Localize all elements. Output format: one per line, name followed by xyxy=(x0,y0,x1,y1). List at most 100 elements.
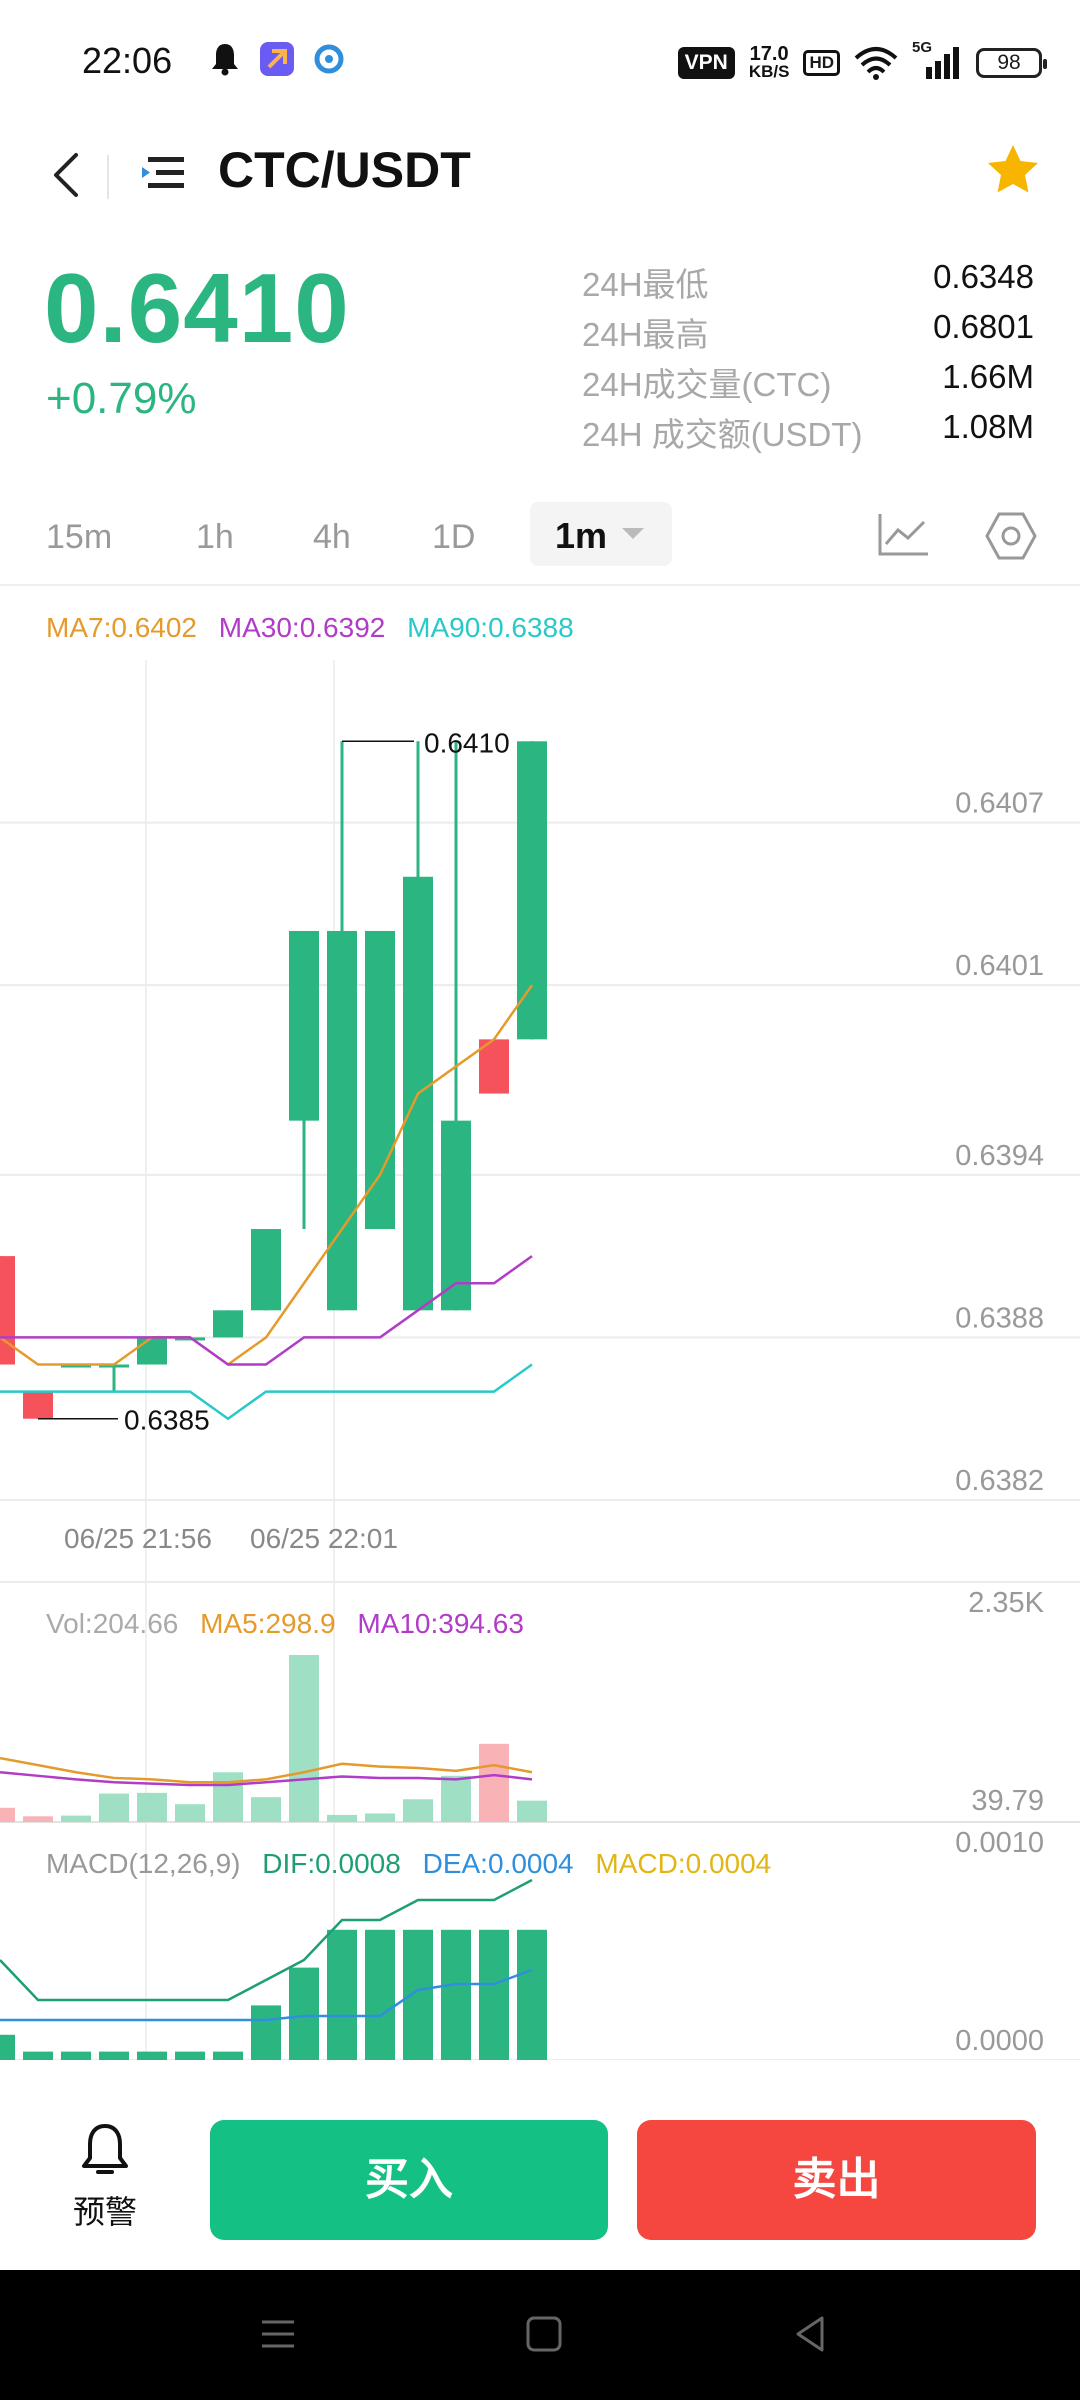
status-right-group: VPN 17.0 KB/S HD 5G 98 xyxy=(677,38,1047,88)
timeframe-tabs: 15m 1h 4h 1D 1m xyxy=(0,500,1080,590)
menu-nav-icon[interactable] xyxy=(258,2314,298,2354)
macd-histogram-bar xyxy=(441,1929,471,2060)
ma7-line xyxy=(0,984,534,1367)
wifi-icon xyxy=(854,47,898,80)
macd-histogram-bar xyxy=(61,2051,91,2060)
macd-histogram-bar xyxy=(327,1929,357,2060)
volume-bar xyxy=(61,1815,91,1822)
stat-24h-turnover: 24H 成交额(USDT) 1.08M xyxy=(582,408,1034,458)
high-price-label: 0.6410 xyxy=(424,727,510,758)
volume-bar xyxy=(175,1804,205,1822)
volume-bar xyxy=(251,1797,281,1822)
candle-body xyxy=(365,930,395,1230)
macd-histogram-bar xyxy=(213,2051,243,2060)
candle-body xyxy=(441,1120,471,1311)
back-arrow-icon[interactable] xyxy=(40,145,100,205)
volume-bar xyxy=(327,1814,357,1822)
favorite-star-icon[interactable] xyxy=(984,141,1042,199)
ma30-line xyxy=(0,1255,533,1366)
volume-bar xyxy=(0,1807,15,1822)
stat-24h-low: 24H最低 0.6348 xyxy=(582,258,1034,308)
tab-4h[interactable]: 4h xyxy=(313,518,351,556)
price-axis-tick: 0.6394 xyxy=(955,1140,1044,1172)
tab-1m-label: 1m xyxy=(555,515,608,556)
bell-notification-icon xyxy=(212,44,238,76)
app-notification-icon-2 xyxy=(314,44,344,74)
battery-indicator: 98 xyxy=(976,48,1047,78)
time-axis-label: 06/25 22:01 xyxy=(250,1523,398,1554)
volume-bar xyxy=(99,1793,129,1822)
stat-value: 1.66M xyxy=(942,358,1034,395)
volume-legend: Vol:204.66 MA5:298.9 MA10:394.63 xyxy=(46,1608,538,1640)
stat-value: 1.08M xyxy=(942,408,1034,445)
macd-axis-tick: 0.0010 xyxy=(955,1827,1044,1859)
volume-ma5-line xyxy=(0,1756,533,1784)
time-axis-label: 06/25 21:56 xyxy=(64,1523,212,1554)
macd-legend: MACD(12,26,9) DIF:0.0008 DEA:0.0004 MACD… xyxy=(46,1848,785,1880)
macd-histogram-bar xyxy=(517,1929,547,2060)
price-axis-tick: 0.6388 xyxy=(955,1302,1044,1334)
macd-histogram-bar xyxy=(365,1929,395,2060)
alert-label: 预警 xyxy=(72,2194,137,2230)
home-nav-icon[interactable] xyxy=(524,2314,564,2354)
candle-body xyxy=(479,1039,509,1094)
network-speed: 17.0 KB/S xyxy=(748,43,790,81)
low-price-label: 0.6385 xyxy=(124,1405,210,1436)
buy-button[interactable]: 买入 xyxy=(210,2120,608,2240)
ma-legend: MA7:0.6402 MA30:0.6392 MA90:0.6388 xyxy=(46,612,588,644)
pair-header: CTC/USDT xyxy=(0,125,1080,235)
price-axis-tick: 0.6382 xyxy=(955,1465,1044,1497)
candle-body xyxy=(213,1310,243,1338)
tab-1h[interactable]: 1h xyxy=(196,518,234,556)
macd-histogram-bar xyxy=(289,1967,319,2060)
dea-line xyxy=(0,1968,533,2022)
back-nav-icon[interactable] xyxy=(790,2314,830,2354)
stat-label: 24H最低 xyxy=(582,266,709,303)
tabs-divider xyxy=(0,584,1080,586)
stat-24h-high: 24H最高 0.6801 xyxy=(582,308,1034,358)
price-axis-tick: 0.6407 xyxy=(955,788,1044,820)
stat-value: 0.6348 xyxy=(933,258,1034,295)
candle-body xyxy=(23,1391,53,1419)
sell-button[interactable]: 卖出 xyxy=(637,2120,1036,2240)
volume-value: Vol:204.66 xyxy=(46,1608,179,1639)
volume-bar xyxy=(479,1743,509,1822)
ma90-value: MA90:0.6388 xyxy=(407,612,574,643)
volume-bar xyxy=(403,1799,433,1822)
settings-gear-icon[interactable] xyxy=(983,508,1039,564)
vpn-indicator: VPN xyxy=(677,47,735,79)
stat-24h-volume: 24H成交量(CTC) 1.66M xyxy=(582,358,1034,408)
app-notification-icon xyxy=(260,42,294,76)
status-time: 22:06 xyxy=(82,40,173,81)
volume-ma5-value: MA5:298.9 xyxy=(200,1608,336,1639)
pair-list-menu-icon[interactable] xyxy=(140,149,188,197)
tab-15m[interactable]: 15m xyxy=(46,518,113,556)
volume-bar xyxy=(213,1772,243,1822)
system-nav-bar xyxy=(0,2270,1080,2400)
candle-body xyxy=(289,930,319,1121)
ticker-stats: 24H最低 0.6348 24H最高 0.6801 24H成交量(CTC) 1.… xyxy=(582,258,1034,458)
stat-label: 24H成交量(CTC) xyxy=(582,366,832,403)
macd-histogram-bar xyxy=(251,2005,281,2060)
candle-body xyxy=(0,1256,15,1365)
volume-axis-tick: 2.35K xyxy=(968,1587,1044,1619)
candle-body xyxy=(99,1364,129,1368)
price-axis-tick: 0.6401 xyxy=(955,950,1044,982)
macd-params: MACD(12,26,9) xyxy=(46,1848,241,1879)
volume-ma10-line xyxy=(0,1771,533,1787)
volume-bar xyxy=(365,1813,395,1822)
macd-histogram-bar xyxy=(23,2051,53,2060)
chevron-down-icon xyxy=(622,528,644,539)
tab-1d[interactable]: 1D xyxy=(432,518,476,556)
kline-chart[interactable]: 0.6407 0.6401 0.6394 0.6388 0.6382 0.6410 0.63… xyxy=(0,0,1080,2060)
tab-1m-selected[interactable] xyxy=(530,502,672,566)
line-chart-icon[interactable] xyxy=(876,510,932,560)
volume-ma10-value: MA10:394.63 xyxy=(357,1608,524,1639)
dif-value: DIF:0.0008 xyxy=(262,1848,401,1879)
pair-title[interactable]: CTC/USDT xyxy=(218,142,471,198)
candle-body xyxy=(251,1229,281,1311)
macd-histogram-bar xyxy=(99,2051,129,2060)
macd-histogram-bar xyxy=(479,1929,509,2060)
price-alert-button[interactable]: 预警 xyxy=(60,2120,150,2233)
